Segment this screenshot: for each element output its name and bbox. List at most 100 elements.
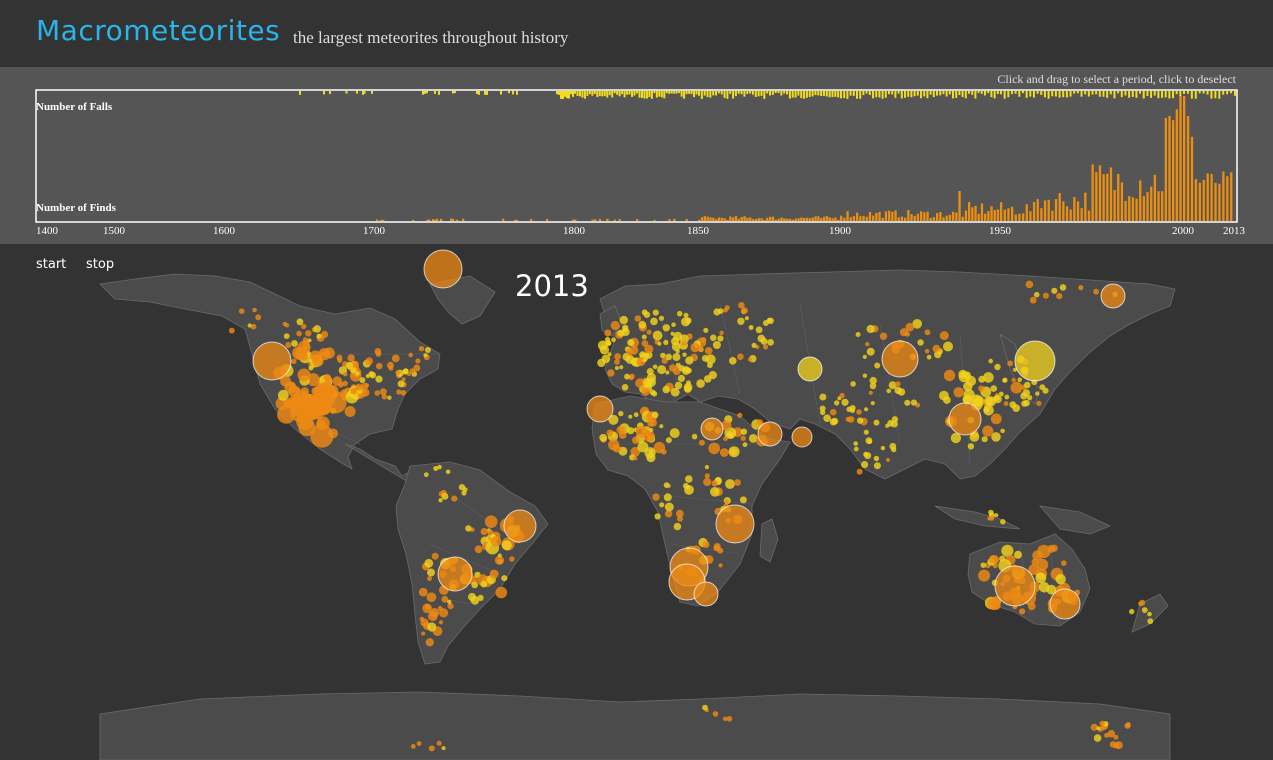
fall-marker[interactable]	[627, 339, 635, 347]
find-marker[interactable]	[441, 595, 449, 603]
fall-marker[interactable]	[683, 312, 689, 318]
fall-marker[interactable]	[663, 339, 669, 345]
find-marker[interactable]	[702, 541, 710, 548]
find-marker[interactable]	[494, 555, 505, 565]
find-marker[interactable]	[1056, 293, 1063, 300]
fall-marker[interactable]	[375, 375, 383, 383]
fall-marker[interactable]	[607, 352, 612, 357]
find-marker[interactable]	[280, 375, 291, 387]
fall-marker[interactable]	[465, 525, 472, 532]
fall-marker[interactable]	[277, 389, 289, 401]
find-marker[interactable]	[747, 357, 753, 362]
find-marker[interactable]	[633, 456, 638, 461]
fall-marker[interactable]	[657, 341, 662, 346]
find-marker[interactable]	[297, 368, 311, 382]
fall-marker[interactable]	[943, 341, 953, 352]
find-marker[interactable]	[381, 393, 388, 400]
find-marker[interactable]	[712, 711, 719, 717]
find-marker[interactable]	[352, 360, 359, 368]
find-marker[interactable]	[614, 353, 621, 360]
fall-marker[interactable]	[447, 599, 452, 605]
fall-marker[interactable]	[850, 408, 855, 414]
find-marker[interactable]	[490, 536, 502, 547]
find-marker[interactable]	[374, 390, 381, 396]
fall-marker[interactable]	[1129, 608, 1135, 615]
fall-marker[interactable]	[862, 373, 868, 378]
fall-marker[interactable]	[651, 411, 659, 419]
fall-marker[interactable]	[1035, 391, 1040, 396]
world-map[interactable]	[0, 244, 1273, 760]
find-marker[interactable]	[410, 744, 416, 749]
find-marker[interactable]	[690, 342, 700, 353]
fall-marker[interactable]	[675, 349, 680, 354]
fall-marker[interactable]	[1027, 395, 1033, 401]
fall-marker[interactable]	[866, 347, 875, 356]
find-marker[interactable]	[1042, 292, 1049, 299]
fall-marker[interactable]	[712, 341, 721, 349]
find-marker[interactable]	[315, 399, 332, 416]
fall-marker[interactable]	[990, 385, 997, 392]
find-marker[interactable]	[630, 446, 641, 457]
find-marker[interactable]	[644, 344, 654, 354]
fall-marker[interactable]	[912, 319, 922, 329]
find-marker[interactable]	[391, 354, 400, 363]
fall-marker[interactable]	[869, 382, 877, 390]
find-marker[interactable]	[428, 745, 435, 752]
find-marker[interactable]	[436, 740, 442, 746]
fall-marker[interactable]	[748, 434, 758, 443]
find-marker[interactable]	[400, 390, 407, 396]
find-marker[interactable]	[1032, 550, 1043, 561]
find-marker[interactable]	[1107, 730, 1116, 738]
fall-marker[interactable]	[308, 365, 314, 371]
fall-marker[interactable]	[1035, 572, 1047, 584]
large-meteorite-marker[interactable]	[715, 504, 755, 544]
find-marker[interactable]	[302, 337, 308, 343]
find-marker[interactable]	[668, 364, 677, 372]
find-marker[interactable]	[228, 327, 235, 334]
fall-marker[interactable]	[873, 419, 880, 426]
fall-marker[interactable]	[869, 376, 877, 385]
find-marker[interactable]	[427, 576, 432, 581]
fall-marker[interactable]	[737, 317, 745, 325]
find-marker[interactable]	[641, 340, 649, 347]
fall-marker[interactable]	[1059, 284, 1067, 291]
fall-marker[interactable]	[1051, 287, 1058, 294]
find-marker[interactable]	[698, 439, 705, 446]
fall-marker[interactable]	[760, 337, 768, 345]
large-meteorite-marker[interactable]	[586, 395, 614, 423]
fall-marker[interactable]	[471, 581, 479, 589]
find-marker[interactable]	[413, 364, 421, 372]
fall-marker[interactable]	[654, 513, 661, 520]
find-marker[interactable]	[675, 509, 684, 518]
find-marker[interactable]	[704, 473, 710, 479]
find-marker[interactable]	[924, 329, 931, 336]
fall-marker[interactable]	[862, 354, 867, 359]
timeline-chart[interactable]: 1400 1500 1600 1700 1800 1850 1900 1950 2000 2013	[0, 67, 1273, 244]
find-marker[interactable]	[704, 347, 713, 355]
find-marker[interactable]	[431, 552, 439, 560]
find-marker[interactable]	[734, 479, 741, 486]
find-marker[interactable]	[489, 569, 499, 579]
fall-marker[interactable]	[963, 396, 972, 405]
fall-marker[interactable]	[1021, 400, 1028, 407]
fall-marker[interactable]	[999, 555, 1006, 562]
fall-marker[interactable]	[713, 308, 721, 316]
fall-marker[interactable]	[853, 446, 859, 452]
fall-marker[interactable]	[313, 325, 322, 333]
find-marker[interactable]	[401, 377, 406, 382]
fall-marker[interactable]	[665, 370, 670, 375]
find-marker[interactable]	[342, 380, 348, 387]
fall-marker[interactable]	[889, 442, 897, 450]
find-marker[interactable]	[425, 638, 434, 647]
fall-marker[interactable]	[676, 310, 683, 317]
fall-marker[interactable]	[621, 328, 630, 336]
fall-marker[interactable]	[627, 427, 635, 435]
find-marker[interactable]	[719, 330, 724, 336]
find-marker[interactable]	[982, 425, 994, 437]
fall-marker[interactable]	[307, 338, 312, 343]
fall-marker[interactable]	[652, 309, 659, 316]
fall-marker[interactable]	[739, 496, 747, 504]
fall-marker[interactable]	[685, 317, 692, 324]
find-marker[interactable]	[763, 344, 769, 350]
find-marker[interactable]	[375, 351, 382, 357]
